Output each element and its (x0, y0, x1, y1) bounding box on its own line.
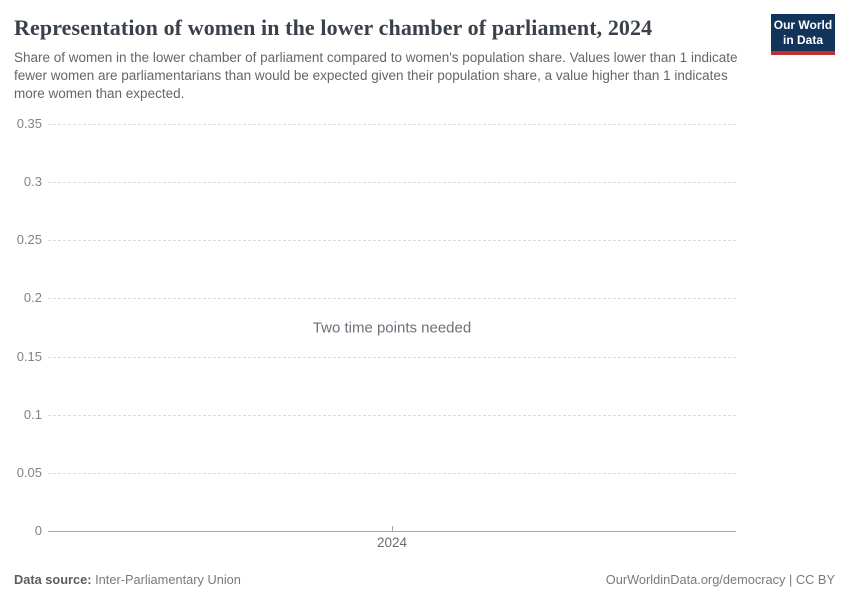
data-source: Data source: Inter-Parliamentary Union (14, 572, 241, 587)
plot-area: Two time points needed 0 0.05 0.1 0.15 0.2 0.… (17, 116, 736, 550)
data-source-value: Inter-Parliamentary Union (95, 572, 241, 587)
owid-logo-line2: in Data (782, 33, 823, 47)
owid-logo-line1: Our World (773, 18, 833, 32)
y-tick-label: 0.35 (16, 116, 42, 132)
owid-logo: Our World in Data (771, 14, 835, 55)
chart-header: Representation of women in the lower cha… (14, 14, 835, 103)
gridline (48, 356, 736, 358)
x-tick-label: 2024 (376, 535, 408, 550)
owid-logo-red-bar (771, 51, 835, 55)
y-tick-label: 0.1 (23, 406, 42, 422)
data-source-label: Data source: (14, 572, 92, 587)
chart-title: Representation of women in the lower cha… (14, 15, 653, 40)
chart-footer: Data source: Inter-Parliamentary Union O… (14, 572, 835, 587)
gridline (48, 298, 736, 300)
x-tick-mark (392, 526, 393, 531)
owid-logo-box: Our World in Data (771, 14, 835, 51)
y-tick-label: 0.15 (16, 348, 42, 364)
y-tick-label: 0 (34, 523, 42, 539)
gridline (48, 472, 736, 474)
header-text: Representation of women in the lower cha… (14, 14, 755, 103)
y-tick-label: 0.3 (23, 174, 42, 190)
chart-subtitle: Share of women in the lower chamber of p… (14, 50, 738, 101)
gridline (48, 240, 736, 242)
y-tick-label: 0.2 (23, 290, 42, 306)
gridline (48, 182, 736, 184)
y-tick-label: 0.25 (16, 232, 42, 248)
footer-attribution: OurWorldinData.org/democracy | CC BY (605, 572, 835, 587)
y-tick-label: 0.05 (16, 465, 42, 481)
x-axis-line (48, 531, 736, 532)
gridline (48, 124, 736, 125)
gridline (48, 414, 736, 416)
no-data-message: Two time points needed (312, 319, 472, 336)
